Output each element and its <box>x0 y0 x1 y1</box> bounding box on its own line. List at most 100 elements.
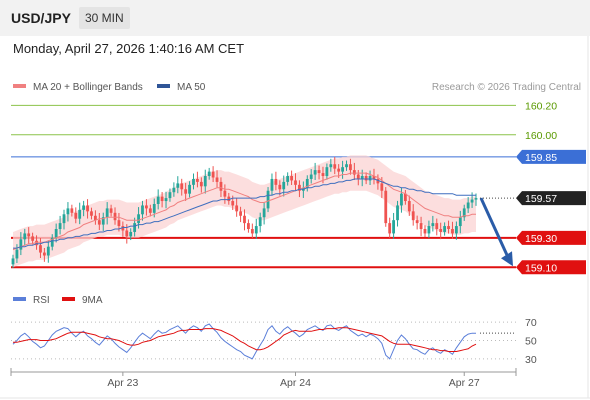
ma50-line <box>13 178 476 249</box>
candle-102 <box>411 204 415 226</box>
candle-body-2 <box>19 239 23 250</box>
candle-body-5 <box>31 236 35 241</box>
candle-body-35 <box>148 208 152 213</box>
candle-body-7 <box>39 245 42 253</box>
candle-40 <box>168 188 172 202</box>
candle-body-30 <box>129 231 133 237</box>
candle-body-17 <box>78 209 82 219</box>
candle-115 <box>462 204 466 221</box>
candle-body-115 <box>462 208 466 218</box>
candle-22 <box>97 212 101 231</box>
candle-body-97 <box>392 220 396 234</box>
candle-body-110 <box>443 226 447 232</box>
candle-body-13 <box>62 214 66 224</box>
x-tick-label-1: Apr 24 <box>280 377 311 389</box>
candle-75 <box>305 175 309 192</box>
candle-body-41 <box>172 187 176 193</box>
candle-body-85 <box>345 164 348 168</box>
candle-38 <box>160 192 164 208</box>
candle-62 <box>254 218 258 239</box>
timeframe-button[interactable]: 30 MIN <box>79 7 130 29</box>
candle-77 <box>313 162 317 180</box>
candle-111 <box>447 220 450 234</box>
candle-body-53 <box>219 181 223 191</box>
candle-107 <box>431 215 435 232</box>
candle-20 <box>90 207 93 220</box>
candle-108 <box>435 218 439 236</box>
candle-103 <box>415 215 419 230</box>
forecast-arrow-shaft <box>479 197 510 258</box>
candle-body-34 <box>145 205 148 209</box>
candle-90 <box>364 172 368 185</box>
candle-42 <box>176 176 180 194</box>
candle-body-38 <box>160 196 164 202</box>
candle-body-89 <box>360 176 364 179</box>
candle-body-54 <box>223 190 227 197</box>
candle-body-32 <box>137 214 140 224</box>
candle-61 <box>250 223 254 238</box>
candle-53 <box>219 177 223 198</box>
candle-body-49 <box>203 176 207 187</box>
candle-84 <box>341 160 344 179</box>
forecast-arrow-head <box>501 251 513 267</box>
candle-body-95 <box>384 190 388 224</box>
candle-body-90 <box>364 176 368 181</box>
x-axis: Apr 23 Apr 24 Apr 27 <box>0 36 590 399</box>
candle-81 <box>329 158 333 172</box>
candle-28 <box>121 221 125 237</box>
candle-30 <box>129 228 133 241</box>
candle-body-80 <box>325 167 329 177</box>
candle-100 <box>403 190 407 205</box>
candle-64 <box>262 202 266 225</box>
moving-averages <box>12 172 476 251</box>
chart-header: USD/JPY 30 MIN <box>0 0 590 36</box>
candle-body-70 <box>286 176 290 182</box>
candle-16 <box>74 207 78 224</box>
candle-body-40 <box>168 192 172 199</box>
candle-67 <box>274 171 278 191</box>
candle-21 <box>93 210 97 225</box>
candle-71 <box>290 170 293 185</box>
last-price-label: 159.57 <box>525 193 557 205</box>
candle-body-14 <box>66 208 70 215</box>
candle-88 <box>356 169 360 186</box>
rsi-tick-1: 50 <box>525 336 537 348</box>
candle-body-60 <box>247 223 250 230</box>
candle-body-3 <box>23 233 27 240</box>
candle-body-46 <box>192 178 195 185</box>
candle-body-102 <box>411 211 415 221</box>
candle-body-88 <box>356 174 360 179</box>
candle-body-69 <box>282 181 286 190</box>
candle-body-21 <box>93 215 97 221</box>
candle-1 <box>15 244 19 264</box>
candle-15 <box>70 204 74 217</box>
rsi-tick-0: 70 <box>525 317 537 329</box>
candle-body-55 <box>227 196 231 202</box>
candle-33 <box>141 200 144 221</box>
candle-body-84 <box>341 167 344 172</box>
candle-body-114 <box>458 217 462 227</box>
candle-95 <box>384 187 388 227</box>
attribution-label: Research © 2026 Trading Central <box>432 82 581 93</box>
candle-body-24 <box>105 208 109 218</box>
candle-body-65 <box>266 190 270 209</box>
legend-swatch-1 <box>157 84 170 88</box>
candle-body-91 <box>368 176 372 181</box>
candle-body-18 <box>82 205 86 210</box>
rsi-legend-label-0: RSI <box>33 295 50 306</box>
candle-body-47 <box>196 178 199 182</box>
x-tick-label-2: Apr 27 <box>449 377 480 389</box>
candle-body-99 <box>400 193 403 206</box>
candle-63 <box>258 212 262 233</box>
candle-68 <box>278 180 282 196</box>
candle-73 <box>298 180 301 198</box>
candle-body-82 <box>333 164 337 169</box>
candle-body-105 <box>423 229 427 234</box>
candle-body-31 <box>133 223 137 232</box>
candle-92 <box>372 168 376 185</box>
level-label-0: 160.20 <box>525 100 557 112</box>
candle-78 <box>317 165 321 180</box>
candle-body-23 <box>101 217 105 225</box>
candle-11 <box>54 223 58 243</box>
